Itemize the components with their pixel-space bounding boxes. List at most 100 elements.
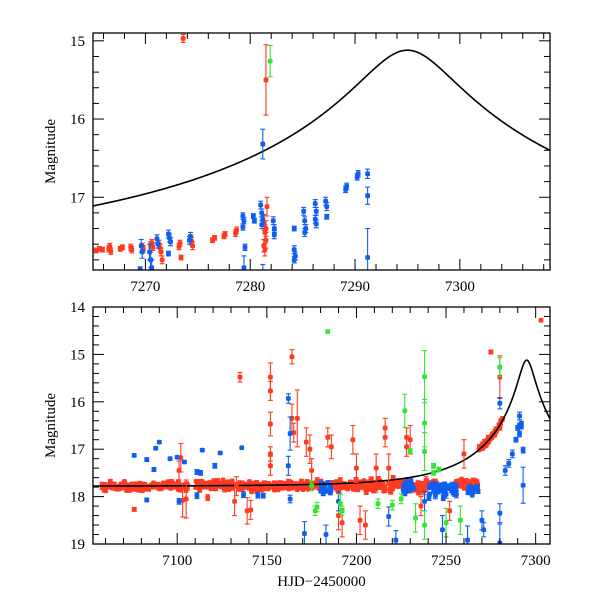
red-dense-point	[388, 486, 393, 492]
top-panel: 7270 7280 7290 7300 15 16 17 Magnitude	[43, 32, 551, 295]
blue-data-point	[153, 445, 159, 451]
red-data-point	[488, 349, 494, 355]
red-data-point	[325, 427, 331, 448]
red-data-point	[180, 34, 186, 43]
red-data-point	[176, 460, 182, 481]
red-data-point	[262, 242, 268, 257]
blue-data-point	[259, 220, 265, 230]
blue-data-point	[287, 494, 293, 504]
y-axis-label: Magnitude	[43, 119, 59, 184]
blue-data-point	[241, 491, 247, 499]
blue-data-point	[217, 450, 223, 456]
red-dense-point	[304, 484, 309, 490]
blue-data-point	[497, 503, 503, 524]
blue-data-point	[313, 219, 319, 229]
blue-data-point	[242, 243, 248, 251]
blue-data-point	[301, 521, 307, 544]
y-tick-label: 16	[70, 395, 86, 411]
blue-dense-point	[452, 482, 458, 487]
blue-data-point	[260, 128, 266, 160]
green-data-point	[375, 498, 381, 510]
blue-data-point	[502, 465, 508, 476]
green-data-point	[422, 432, 428, 472]
blue-data-point	[520, 446, 526, 454]
red-dense-point	[274, 480, 280, 486]
y-axis-label: Magnitude	[43, 393, 59, 458]
blue-dense-point	[431, 485, 437, 494]
red-data-point	[267, 455, 273, 476]
red-dense-point	[208, 486, 214, 492]
blue-data-point	[271, 230, 277, 240]
blue-data-point	[165, 250, 171, 257]
blue-data-point	[168, 237, 174, 247]
y-tick-label: 15	[70, 347, 85, 363]
x-tick-label: 7250	[431, 553, 461, 569]
model-curve	[93, 49, 550, 207]
blue-data-point	[194, 492, 200, 500]
blue-data-point	[258, 200, 264, 210]
x-axis-label: HJD−2450000	[277, 574, 365, 590]
green-data-point	[431, 462, 437, 469]
blue-data-point	[139, 245, 145, 259]
blue-data-point	[302, 227, 308, 237]
model-curve	[93, 359, 550, 487]
green-data-point	[436, 466, 442, 473]
red-dense-point	[370, 484, 376, 490]
green-data-point	[497, 357, 503, 378]
red-data-point	[99, 246, 105, 253]
x-tick-label: 7200	[341, 553, 371, 569]
blue-dense-point	[442, 481, 448, 487]
blue-data-point	[302, 216, 308, 226]
blue-data-point	[239, 445, 245, 451]
red-dense-point	[225, 479, 231, 485]
blue-data-point	[187, 231, 193, 241]
blue-dense-point	[408, 478, 414, 483]
x-tick-label: 7300	[445, 279, 475, 295]
blue-data-point	[481, 522, 487, 538]
red-data-point	[289, 349, 295, 365]
red-data-point	[205, 494, 211, 501]
x-tick-label: 7100	[162, 553, 192, 569]
bottom-panel: 7100 7150 7200 7250 7300 14 15 16 17 18 19 Magnitud…	[43, 300, 551, 590]
blue-data-point	[167, 456, 173, 462]
red-data-point	[353, 453, 359, 483]
blue-data-point	[465, 525, 471, 544]
red-dense-point	[285, 485, 291, 491]
blue-data-point	[324, 202, 330, 212]
blue-data-point	[241, 255, 247, 270]
y-tick-label: 17	[70, 442, 86, 458]
red-data-point	[263, 44, 269, 116]
top-plot-area	[93, 34, 550, 270]
red-dense-point	[297, 484, 303, 490]
blue-dense-point	[426, 485, 432, 491]
red-dense-point	[361, 484, 367, 490]
red-dense-point	[149, 483, 155, 490]
blue-data-point	[270, 216, 276, 226]
green-data-point	[443, 507, 449, 538]
red-data-point	[267, 411, 273, 437]
blue-data-point	[520, 466, 526, 504]
red-dense-point	[390, 481, 396, 486]
x-tick-label: 7150	[252, 553, 282, 569]
y-tick-label: 18	[70, 490, 85, 506]
blue-data-point	[174, 454, 180, 460]
blue-dense-point	[321, 484, 327, 490]
red-dense-point	[176, 487, 181, 493]
blue-data-point	[260, 492, 266, 499]
x-tick-label: 7280	[235, 279, 265, 295]
red-data-point	[386, 453, 392, 483]
red-dense-point	[397, 483, 403, 489]
red-dense-point	[458, 484, 464, 489]
red-data-point	[350, 424, 356, 455]
green-data-point	[267, 44, 273, 78]
red-dense-point	[356, 484, 362, 489]
red-data-point	[404, 436, 410, 457]
red-data-point	[357, 505, 363, 536]
blue-dense-point	[438, 485, 444, 493]
x-tick-label: 7270	[130, 279, 160, 295]
blue-data-point	[176, 497, 182, 505]
red-data-point	[178, 254, 184, 261]
y-tick-label: 16	[70, 112, 86, 128]
blue-dense-point	[466, 486, 471, 492]
